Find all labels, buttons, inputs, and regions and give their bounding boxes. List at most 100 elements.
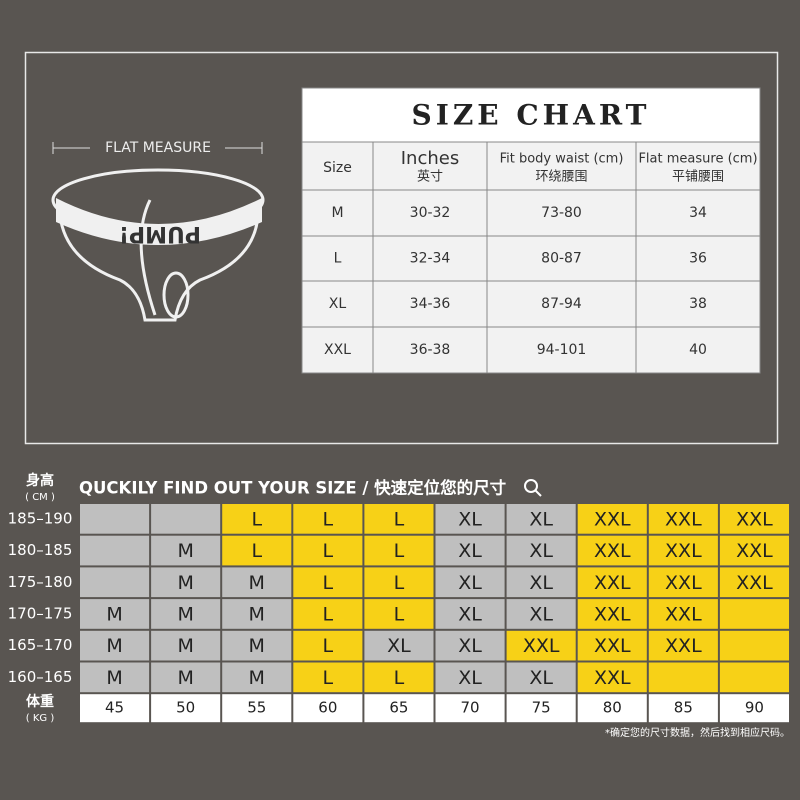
size-label: XXL xyxy=(736,508,773,530)
weight-cell xyxy=(151,694,221,723)
size-cell xyxy=(506,535,576,566)
header-cell-zh: 平铺腰围 xyxy=(672,170,724,185)
weight-value: 50 xyxy=(176,699,195,717)
size-cell xyxy=(222,504,292,534)
size-label: XXL xyxy=(736,540,773,562)
table-cell: 36 xyxy=(689,251,707,267)
size-cell xyxy=(435,504,505,534)
size-cell xyxy=(222,662,292,693)
size-cell xyxy=(719,662,789,693)
size-cell xyxy=(151,567,221,598)
height-label: 身高 xyxy=(26,472,54,489)
size-label: L xyxy=(323,540,334,562)
table-cell: 87-94 xyxy=(541,296,582,312)
upper-frame xyxy=(24,51,779,445)
header-cell: Flat measure (cm) xyxy=(638,152,757,167)
size-cell xyxy=(506,504,576,534)
size-cell xyxy=(435,535,505,566)
size-label: M xyxy=(177,667,193,689)
weight-value: 75 xyxy=(532,699,551,717)
size-cell xyxy=(151,630,221,661)
height-range: 175–180 xyxy=(8,573,73,591)
size-cell xyxy=(719,504,789,534)
size-label: L xyxy=(323,508,334,530)
size-cell xyxy=(506,662,576,693)
weight-cell xyxy=(577,694,647,723)
size-label: L xyxy=(251,508,262,530)
weight-label: 体重 xyxy=(26,693,54,710)
chart-title: SIZE CHART xyxy=(412,99,651,132)
size-cell xyxy=(222,535,292,566)
size-label: L xyxy=(394,572,405,594)
size-cell xyxy=(80,630,150,661)
size-cell xyxy=(80,504,150,534)
size-label: L xyxy=(323,667,334,689)
weight-value: 55 xyxy=(247,699,266,717)
weight-cell xyxy=(293,694,363,723)
size-cell xyxy=(293,535,363,566)
size-label: XL xyxy=(458,603,482,625)
header-cell-zh: 环绕腰围 xyxy=(535,170,587,185)
height-range: 170–175 xyxy=(8,604,73,622)
size-cell xyxy=(719,535,789,566)
size-label: XXL xyxy=(594,540,631,562)
size-label: XL xyxy=(458,572,482,594)
size-label: M xyxy=(106,667,122,689)
size-label: M xyxy=(177,540,193,562)
size-cell xyxy=(506,599,576,629)
height-unit: ( CM ) xyxy=(25,492,55,503)
size-label: XXL xyxy=(665,603,702,625)
size-cell xyxy=(151,599,221,629)
size-cell xyxy=(222,599,292,629)
size-label: XL xyxy=(529,540,553,562)
size-label: M xyxy=(249,603,265,625)
size-cell xyxy=(719,630,789,661)
size-label: XL xyxy=(529,572,553,594)
size-label: M xyxy=(249,572,265,594)
size-label: XL xyxy=(529,508,553,530)
height-range: 160–165 xyxy=(8,668,73,686)
weight-cell xyxy=(506,694,576,723)
size-finder: 身高 ( CM ) QUCKILY FIND OUT YOUR SIZE / 快… xyxy=(25,472,790,739)
size-label: L xyxy=(394,508,405,530)
size-cell xyxy=(151,535,221,566)
size-cell xyxy=(80,535,150,566)
size-label: M xyxy=(106,603,122,625)
size-label: M xyxy=(177,603,193,625)
table-cell: XXL xyxy=(324,342,351,358)
size-label: XL xyxy=(458,508,482,530)
chart-title-bg xyxy=(301,87,761,143)
height-range: 165–170 xyxy=(8,636,73,654)
size-cell xyxy=(80,599,150,629)
size-label: L xyxy=(394,540,405,562)
size-label: XXL xyxy=(594,572,631,594)
size-cell xyxy=(435,567,505,598)
table-cell: 34-36 xyxy=(410,296,451,312)
waistband xyxy=(56,198,262,245)
size-label: XXL xyxy=(594,603,631,625)
size-cell xyxy=(151,662,221,693)
header-cell-zh: 英寸 xyxy=(417,170,443,185)
size-label: XL xyxy=(387,635,411,657)
size-label: XXL xyxy=(736,572,773,594)
weight-value: 65 xyxy=(389,699,408,717)
size-label: L xyxy=(394,667,405,689)
table-cell: 94-101 xyxy=(537,342,587,358)
size-cell xyxy=(719,599,789,629)
size-label: L xyxy=(251,540,262,562)
table-cell: 36-38 xyxy=(410,342,451,358)
height-range: 185–190 xyxy=(8,509,73,527)
size-cell xyxy=(293,662,363,693)
size-cell xyxy=(577,599,647,629)
size-cell xyxy=(293,630,363,661)
weight-value: 85 xyxy=(674,699,693,717)
size-cell xyxy=(364,535,434,566)
size-label: M xyxy=(177,635,193,657)
size-cell xyxy=(222,567,292,598)
table-cell: 30-32 xyxy=(410,205,451,221)
weight-unit: ( KG ) xyxy=(26,713,55,724)
weight-cell xyxy=(364,694,434,723)
table-cell: M xyxy=(331,205,343,221)
weight-value: 45 xyxy=(105,699,124,717)
